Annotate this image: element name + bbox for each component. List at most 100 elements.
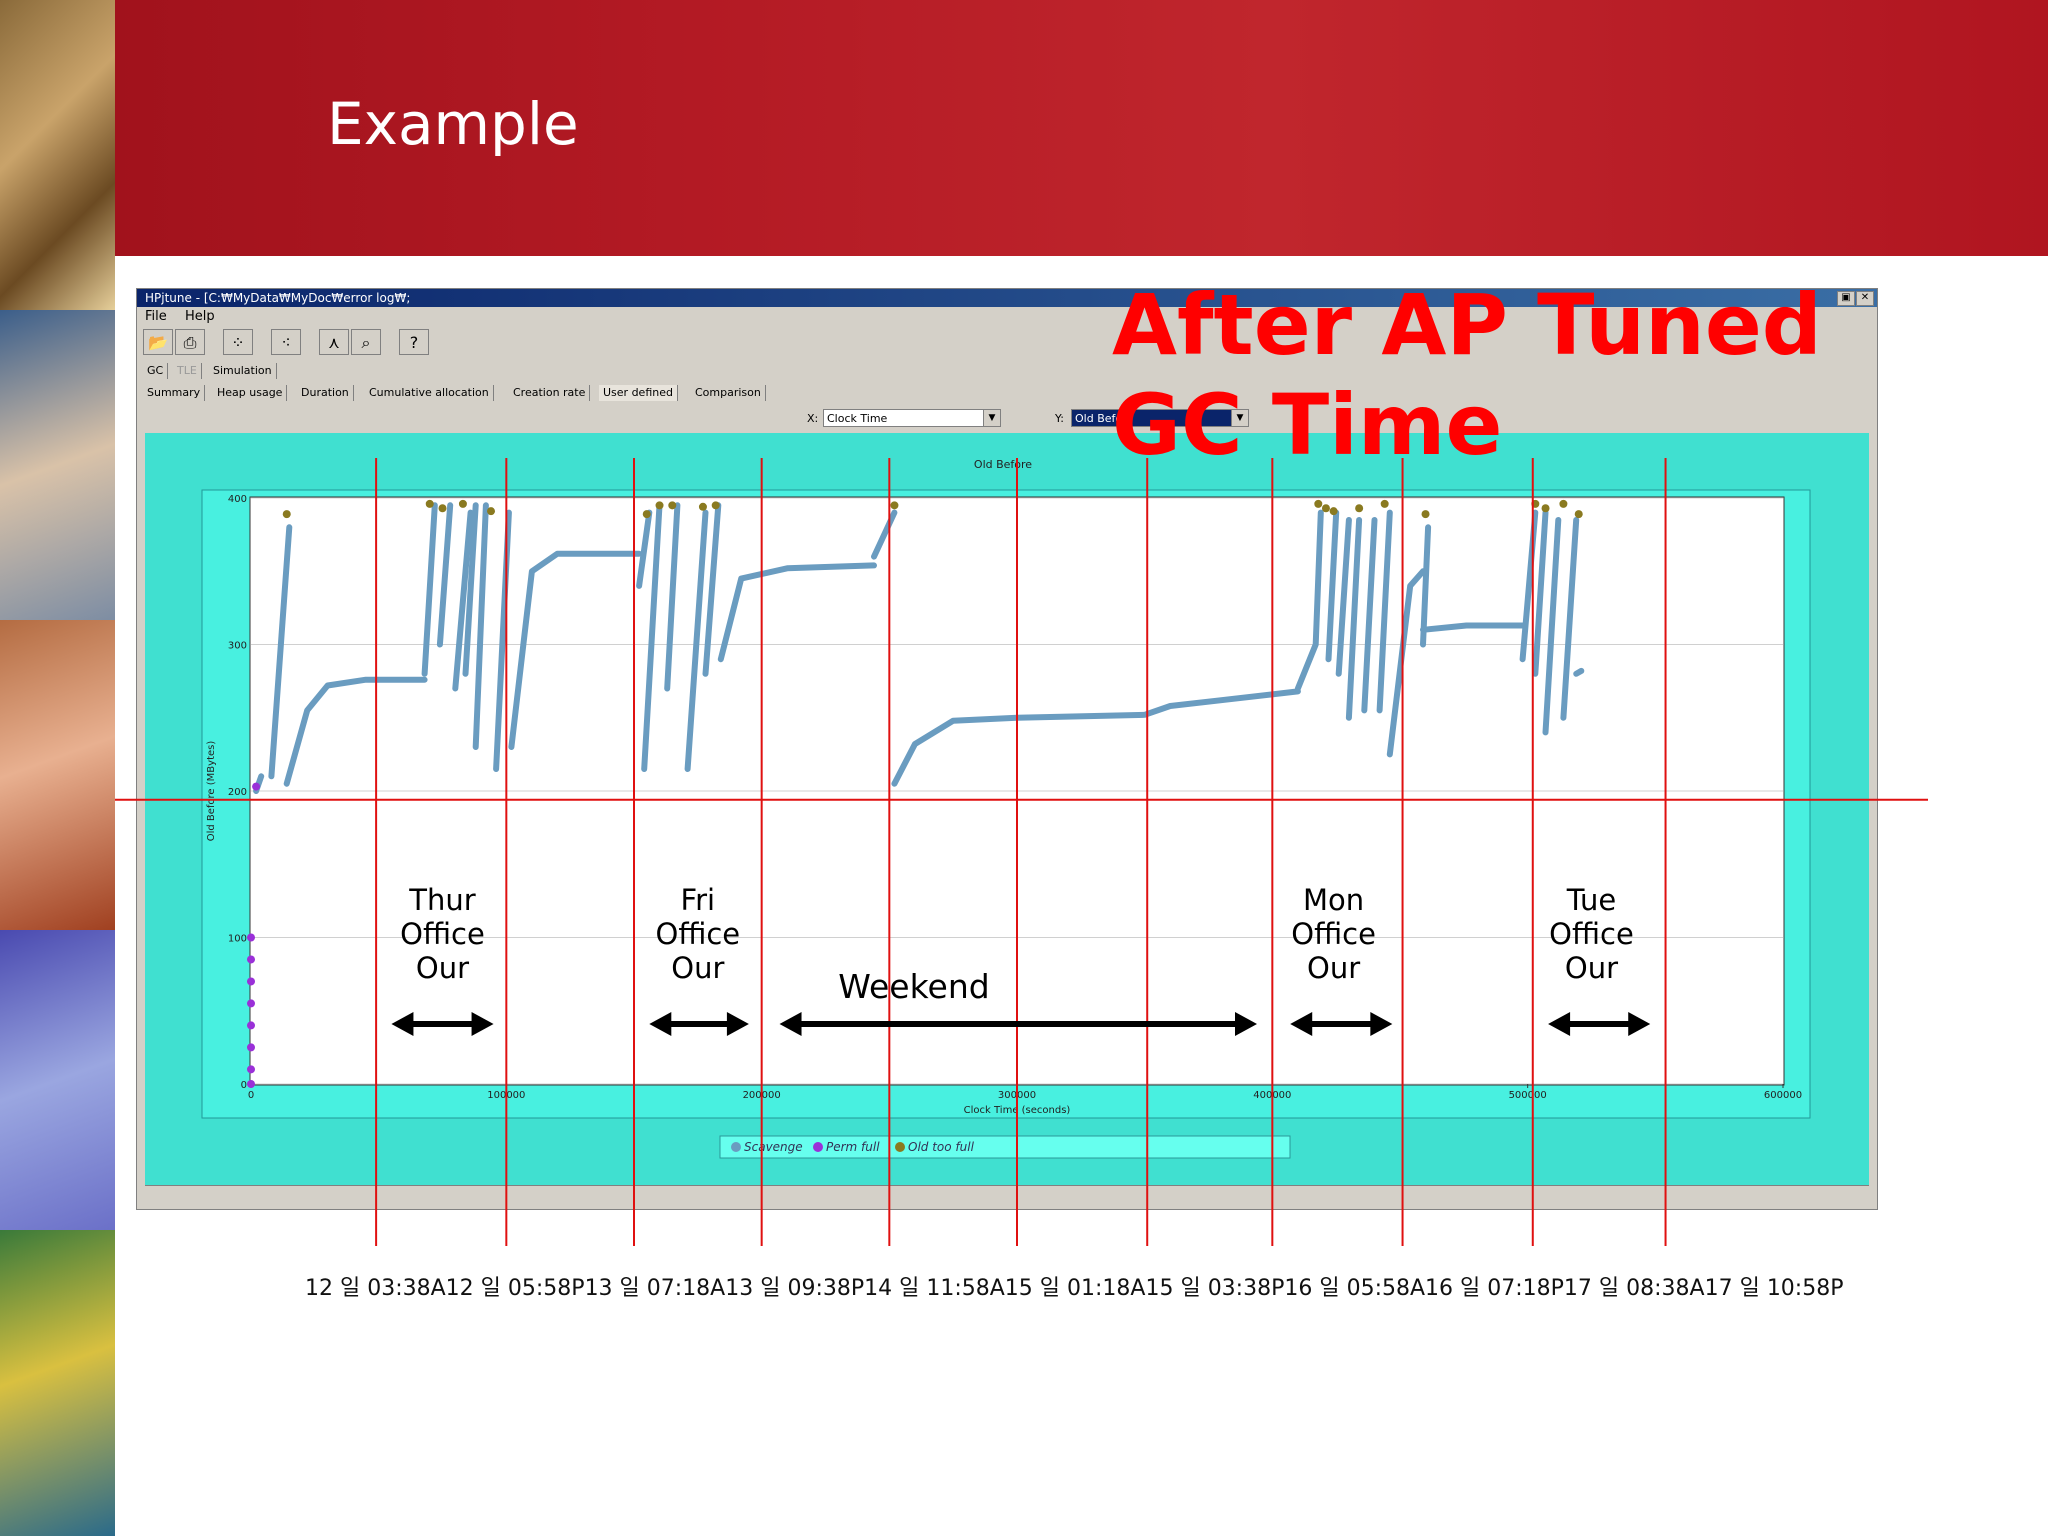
filter-icon[interactable]: ⋏: [319, 329, 349, 355]
old-too-full-point: [655, 501, 664, 510]
chart-title: Old Before: [974, 458, 1032, 471]
scavenge-series-line: [472, 502, 489, 750]
x-tick-label: 600000: [1764, 1090, 1802, 1101]
date-label: 12 일 03:38A: [305, 1276, 446, 1301]
title-banner: Example: [115, 0, 2048, 256]
color-points-icon[interactable]: ⁖: [271, 329, 301, 355]
y-axis-select[interactable]: Old Before ▼: [1071, 409, 1249, 427]
perm-full-point: [247, 933, 255, 942]
y-tick-label: 200: [228, 787, 247, 798]
perm-full-point: [247, 977, 255, 986]
tab-tle[interactable]: TLE: [173, 363, 202, 379]
close-icon[interactable]: ✕: [1856, 291, 1874, 306]
perm-full-point: [247, 1065, 255, 1074]
scavenge-series-line: [702, 502, 722, 677]
scavenge-series-line: [636, 509, 653, 589]
scavenge-series-line: [1386, 568, 1426, 758]
scavenge-series-line: [1361, 517, 1378, 714]
tab-summary[interactable]: Summary: [143, 385, 206, 401]
tab-creation-rate[interactable]: Creation rate: [509, 385, 591, 401]
perm-full-point: [252, 782, 261, 791]
date-label: 13 일 09:38P: [725, 1276, 865, 1301]
scavenge-series-line: [283, 676, 428, 787]
chevron-down-icon[interactable]: ▼: [983, 410, 1000, 426]
scatter-icon[interactable]: ⁘: [223, 329, 253, 355]
window-titlebar[interactable]: HPjtune - [C:₩MyData₩MyDoc₩error log₩;: [137, 289, 1877, 307]
zoom-icon[interactable]: ⌕: [351, 329, 381, 355]
tab-duration[interactable]: Duration: [297, 385, 354, 401]
pills-photo: [0, 620, 115, 930]
arrow-head-left: [779, 1012, 802, 1036]
weekend-label: Weekend: [838, 967, 989, 1006]
help-icon[interactable]: ?: [399, 329, 429, 355]
arrow-head-right: [726, 1012, 749, 1036]
menu-file[interactable]: File: [145, 309, 167, 324]
legend-swatch: [813, 1142, 823, 1152]
date-label-row: 12 일 03:38A12 일 05:58P13 일 07:18A13 일 09…: [305, 1270, 1843, 1302]
slide-title: Example: [327, 90, 579, 158]
scavenge-series-line: [717, 562, 877, 663]
overlay-title-line1: After AP Tuned: [1112, 276, 1822, 374]
menu-help[interactable]: Help: [185, 309, 215, 324]
x-tick-label: 500000: [1509, 1090, 1547, 1101]
period-annotation: Mon: [1303, 883, 1364, 917]
tab-comparison[interactable]: Comparison: [691, 385, 766, 401]
tab-gc[interactable]: GC: [143, 363, 169, 379]
perm-full-point: [247, 955, 255, 964]
arrow-head-right: [1628, 1012, 1651, 1036]
old-too-full-point: [1321, 504, 1330, 513]
print-icon[interactable]: ⎙: [175, 329, 205, 355]
old-too-full-point: [642, 510, 651, 519]
legend-box: [719, 1135, 1291, 1159]
period-annotation: Office: [400, 917, 485, 951]
scavenge-series-line: [1532, 509, 1549, 677]
old-too-full-point: [438, 504, 447, 513]
tab-user-defined[interactable]: User defined: [599, 385, 678, 401]
old-too-full-point: [1541, 504, 1550, 513]
arrow-head-right: [1370, 1012, 1393, 1036]
x-tick-label: 0: [248, 1090, 254, 1101]
date-label: 14 일 11:58A: [864, 1276, 1005, 1301]
scavenge-series-line: [1335, 517, 1352, 677]
restore-icon[interactable]: ▣: [1837, 291, 1855, 306]
horizontal-scrollbar[interactable]: [145, 1185, 1869, 1202]
legend-label: Scavenge: [744, 1140, 803, 1154]
scavenge-series-line: [436, 502, 454, 648]
y-tick-label: 300: [228, 641, 247, 652]
old-too-full-point: [1574, 510, 1583, 519]
overlay-title-line2: GC Time: [1112, 376, 1503, 474]
arrow-head-left: [391, 1012, 414, 1036]
scavenge-series-line: [1294, 509, 1324, 692]
scavenge-series-line: [684, 509, 709, 772]
date-label: 15 일 03:38P: [1145, 1276, 1285, 1301]
old-too-full-point: [425, 499, 434, 508]
date-label: 16 일 05:58A: [1284, 1276, 1426, 1301]
tab-simulation[interactable]: Simulation: [209, 363, 277, 379]
y-tick-label: 0: [241, 1080, 247, 1091]
date-label: 12 일 05:58P: [445, 1276, 585, 1301]
old-too-full-point: [668, 501, 677, 510]
y-axis-title: Old Before (MBytes): [206, 741, 217, 842]
open-icon[interactable]: 📂: [143, 329, 173, 355]
period-annotation: Tue: [1566, 883, 1617, 917]
tab-cumulative-allocation[interactable]: Cumulative allocation: [365, 385, 494, 401]
x-axis-value: Clock Time: [827, 412, 888, 425]
scavenge-series-line: [1420, 622, 1526, 633]
scavenge-series-line: [664, 502, 681, 692]
old-too-full-point: [1421, 510, 1430, 519]
side-photo-strip: [0, 0, 115, 1536]
scavenge-series-line: [1573, 667, 1585, 677]
testtube-photo: [0, 1230, 115, 1536]
scavenge-series-line: [508, 550, 643, 750]
warehouse-photo: [0, 0, 115, 310]
x-axis-select[interactable]: Clock Time ▼: [823, 409, 1001, 427]
scavenge-series-line: [1542, 517, 1562, 736]
old-too-full-point: [890, 501, 899, 510]
tab-heap-usage[interactable]: Heap usage: [213, 385, 288, 401]
period-annotation: Office: [1549, 917, 1634, 951]
perm-full-point: [247, 999, 255, 1008]
old-too-full-point: [1329, 507, 1338, 516]
scavenge-series-line: [641, 502, 663, 772]
perm-full-point: [247, 1043, 255, 1052]
chevron-down-icon[interactable]: ▼: [1231, 410, 1248, 426]
